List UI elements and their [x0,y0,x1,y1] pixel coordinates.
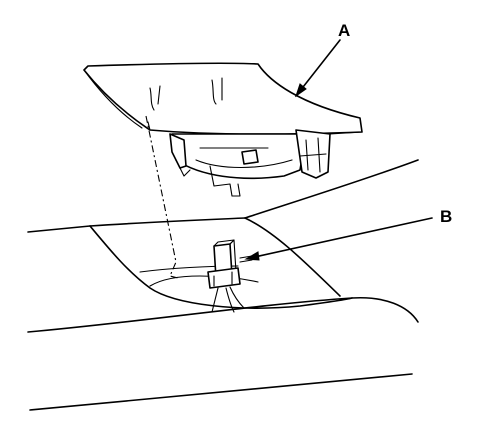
cover-a [83,62,363,197]
callout-label-b: B [440,207,452,226]
callout-label-a: A [338,21,350,40]
leader-a [295,39,341,98]
alignment-line [145,115,179,279]
connector-b [207,239,253,313]
leader-b [244,217,433,261]
